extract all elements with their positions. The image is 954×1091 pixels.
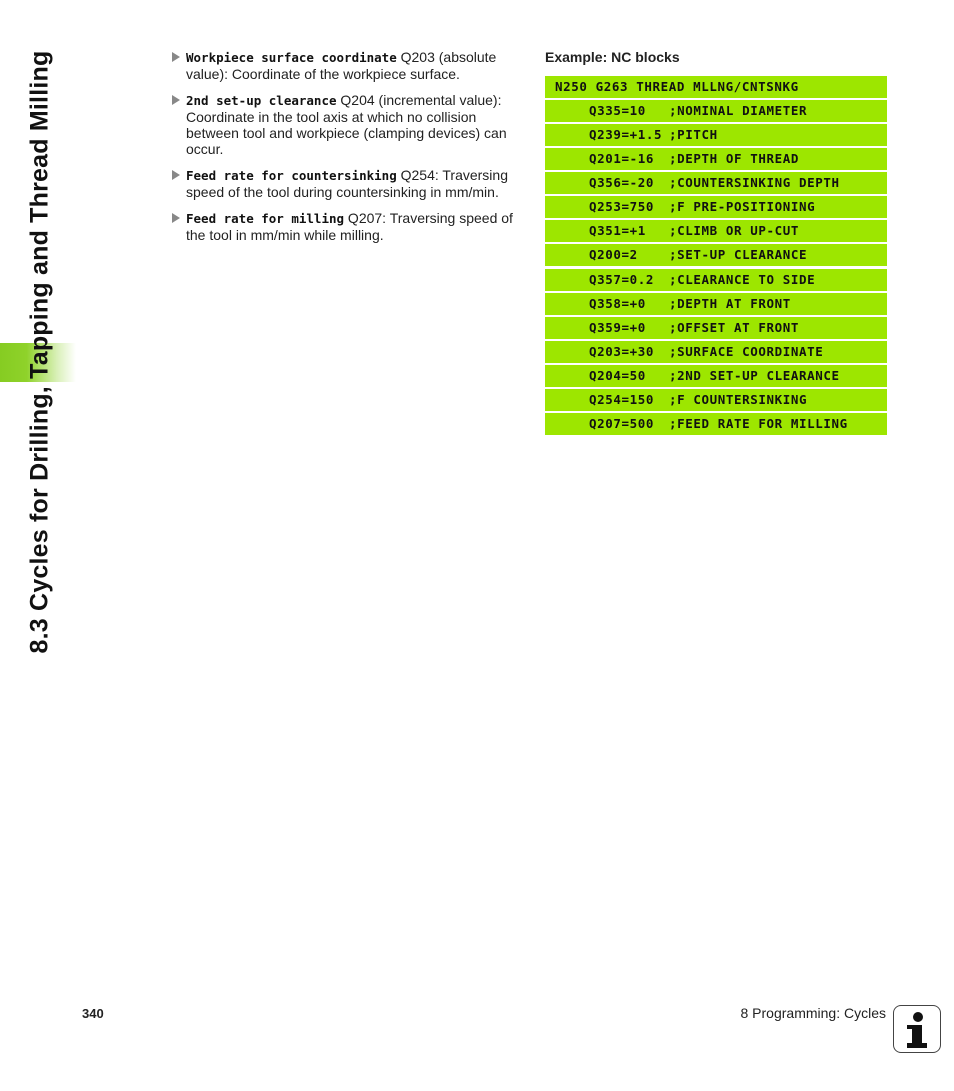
nc-block-row: Q359=+0 ;OFFSET AT FRONT xyxy=(545,316,887,339)
bullet-triangle-icon xyxy=(172,170,180,180)
nc-block-row: Q351=+1 ;CLIMB OR UP-CUT xyxy=(545,220,887,243)
nc-block-row: Q357=0.2 ;CLEARANCE TO SIDE xyxy=(545,268,887,291)
nc-block-row: Q358=+0 ;DEPTH AT FRONT xyxy=(545,292,887,315)
nc-parameter: Q253=750 xyxy=(589,199,655,215)
parameter-description: Q203 (absolute value): Coordinate of the… xyxy=(186,49,497,82)
nc-block-row: Q201=-16 ;DEPTH OF THREAD xyxy=(545,148,887,171)
nc-comment: ;FEED RATE FOR MILLING xyxy=(669,415,848,431)
nc-parameter: Q358=+0 xyxy=(589,295,646,311)
nc-block-row: Q356=-20 ;COUNTERSINKING DEPTH xyxy=(545,172,887,195)
parameter-description: Q254: Traversing speed of the tool durin… xyxy=(186,167,508,200)
parameter-keyword: Workpiece surface coordinate xyxy=(186,50,397,65)
nc-comment: ;CLEARANCE TO SIDE xyxy=(669,271,816,287)
nc-parameter: Q254=150 xyxy=(589,391,655,407)
nc-parameter: Q239=+1.5 xyxy=(589,127,663,143)
nc-block-row: Q239=+1.5 ;PITCH xyxy=(545,124,887,147)
nc-block-row: Q253=750 ;F PRE-POSITIONING xyxy=(545,196,887,219)
parameter-keyword: Feed rate for milling xyxy=(186,211,345,226)
nc-parameter: Q204=50 xyxy=(589,367,646,383)
info-icon xyxy=(893,1005,941,1053)
parameter-description: Q207: Traversing speed of the tool in mm… xyxy=(186,210,513,243)
page-number: 340 xyxy=(82,1006,104,1021)
nc-comment: ;DEPTH AT FRONT xyxy=(669,295,791,311)
nc-parameter: Q207=500 xyxy=(589,415,655,431)
nc-comment: ;NOMINAL DIAMETER xyxy=(669,103,808,119)
parameter-list: Workpiece surface coordinate Q203 (absol… xyxy=(172,49,532,253)
parameter-item: Workpiece surface coordinate Q203 (absol… xyxy=(172,49,532,82)
chapter-label: 8 Programming: Cycles xyxy=(740,1005,887,1021)
nc-block-row: Q254=150 ;F COUNTERSINKING xyxy=(545,388,887,411)
nc-comment: ;CLIMB OR UP-CUT xyxy=(669,223,800,239)
nc-comment: ;F COUNTERSINKING xyxy=(669,391,808,407)
nc-parameter: Q203=+30 xyxy=(589,343,655,359)
nc-blocks: N250 G263 THREAD MLLNG/CNTSNKG Q335=10 ;N… xyxy=(545,76,887,437)
nc-block-row: Q335=10 ;NOMINAL DIAMETER xyxy=(545,100,887,123)
parameter-item: 2nd set-up clearance Q204 (incremental v… xyxy=(172,92,532,157)
nc-parameter: Q200=2 xyxy=(589,247,638,263)
nc-parameter: Q356=-20 xyxy=(589,175,655,191)
nc-comment: ;DEPTH OF THREAD xyxy=(669,151,800,167)
nc-comment: ;OFFSET AT FRONT xyxy=(669,319,800,335)
nc-parameter: Q359=+0 xyxy=(589,319,646,335)
nc-comment: ;PITCH xyxy=(669,127,718,143)
parameter-description: Q204 (incremental value): Coordinate in … xyxy=(186,92,507,157)
bullet-triangle-icon xyxy=(172,213,180,223)
parameter-item: Feed rate for milling Q207: Traversing s… xyxy=(172,210,532,243)
nc-block-row: Q203=+30 ;SURFACE COORDINATE xyxy=(545,340,887,363)
nc-block-row: Q200=2 ;SET-UP CLEARANCE xyxy=(545,244,887,267)
section-title-vertical: 8.3 Cycles for Drilling, Tapping and Thr… xyxy=(25,50,54,654)
nc-comment: ;2ND SET-UP CLEARANCE xyxy=(669,367,840,383)
nc-block-header: N250 G263 THREAD MLLNG/CNTSNKG xyxy=(545,76,887,98)
nc-block-row: Q204=50 ;2ND SET-UP CLEARANCE xyxy=(545,364,887,387)
nc-comment: ;SET-UP CLEARANCE xyxy=(669,247,808,263)
parameter-keyword: 2nd set-up clearance xyxy=(186,93,337,108)
chapter-tab-marker xyxy=(0,343,76,382)
bullet-triangle-icon xyxy=(172,95,180,105)
nc-comment: ;SURFACE COORDINATE xyxy=(669,343,824,359)
example-title: Example: NC blocks xyxy=(545,49,680,65)
nc-block-row: Q207=500 ;FEED RATE FOR MILLING xyxy=(545,412,887,435)
nc-comment: ;COUNTERSINKING DEPTH xyxy=(669,175,840,191)
nc-parameter: Q351=+1 xyxy=(589,223,646,239)
nc-parameter: Q357=0.2 xyxy=(589,271,655,287)
parameter-keyword: Feed rate for countersinking xyxy=(186,168,397,183)
parameter-item: Feed rate for countersinking Q254: Trave… xyxy=(172,167,532,200)
nc-parameter: Q335=10 xyxy=(589,103,646,119)
nc-comment: ;F PRE-POSITIONING xyxy=(669,199,816,215)
bullet-triangle-icon xyxy=(172,52,180,62)
nc-parameter: Q201=-16 xyxy=(589,151,655,167)
